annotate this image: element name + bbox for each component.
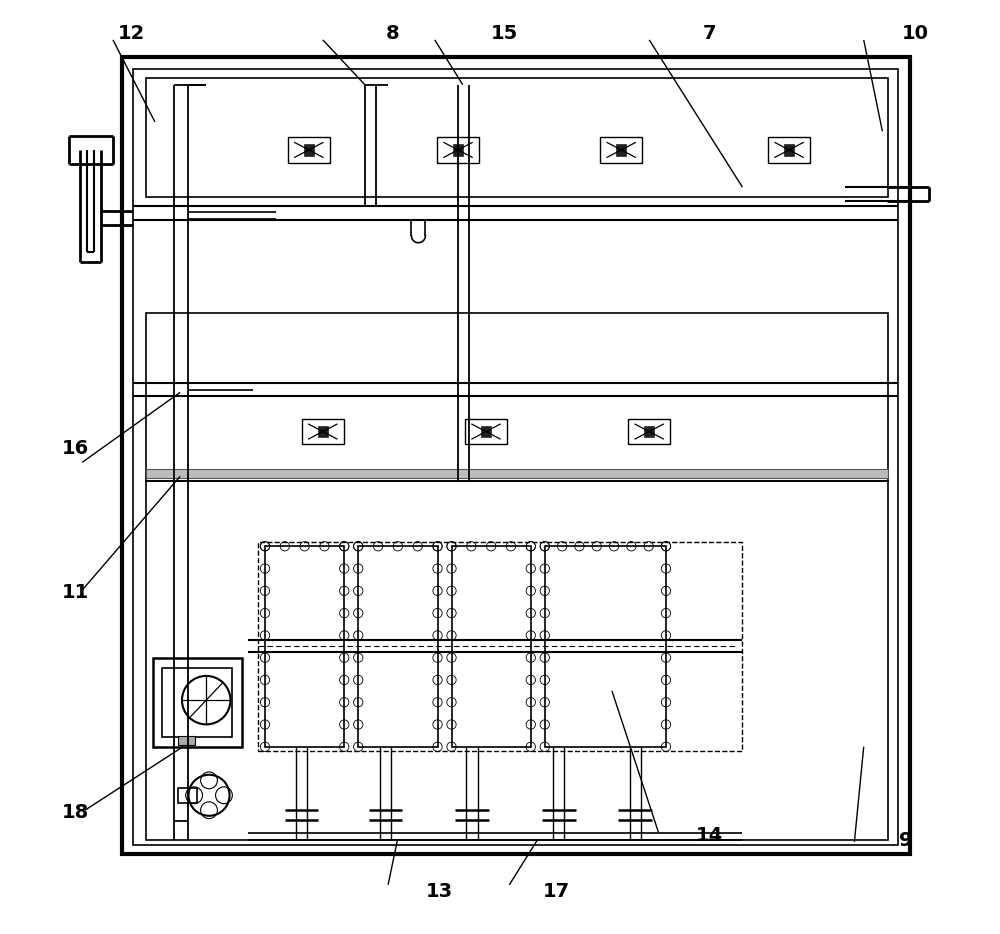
Bar	[452, 546, 531, 747]
Bar	[288, 137, 330, 163]
Bar	[265, 546, 344, 747]
Bar	[178, 736, 195, 745]
Bar	[146, 78, 888, 196]
Bar	[768, 137, 810, 163]
Bar	[146, 481, 888, 840]
Bar	[122, 57, 910, 854]
Bar	[162, 668, 232, 738]
Text: 8: 8	[386, 24, 400, 43]
Text: 12: 12	[118, 24, 145, 43]
Bar	[178, 787, 197, 802]
Bar	[616, 144, 626, 156]
Bar	[146, 469, 888, 478]
Bar	[465, 418, 507, 445]
Bar	[318, 426, 328, 437]
Text: 11: 11	[62, 584, 89, 602]
Text: 10: 10	[902, 24, 929, 43]
Text: 17: 17	[542, 882, 570, 900]
Text: 18: 18	[62, 802, 89, 822]
Text: 16: 16	[62, 439, 89, 458]
Text: 15: 15	[491, 24, 518, 43]
Bar	[453, 144, 463, 156]
Bar	[358, 546, 438, 747]
Bar	[146, 313, 888, 481]
Bar	[258, 542, 742, 752]
Bar	[600, 137, 642, 163]
Text: 7: 7	[703, 24, 717, 43]
Bar	[153, 658, 242, 747]
Text: 9: 9	[899, 830, 912, 850]
Bar	[545, 546, 666, 747]
Text: 13: 13	[426, 882, 453, 900]
Bar	[304, 144, 314, 156]
Text: 14: 14	[696, 826, 723, 845]
Bar	[133, 69, 898, 844]
Bar	[784, 144, 794, 156]
Bar	[481, 426, 491, 437]
Bar	[628, 418, 670, 445]
Bar	[437, 137, 479, 163]
Bar	[302, 418, 344, 445]
Bar	[644, 426, 654, 437]
